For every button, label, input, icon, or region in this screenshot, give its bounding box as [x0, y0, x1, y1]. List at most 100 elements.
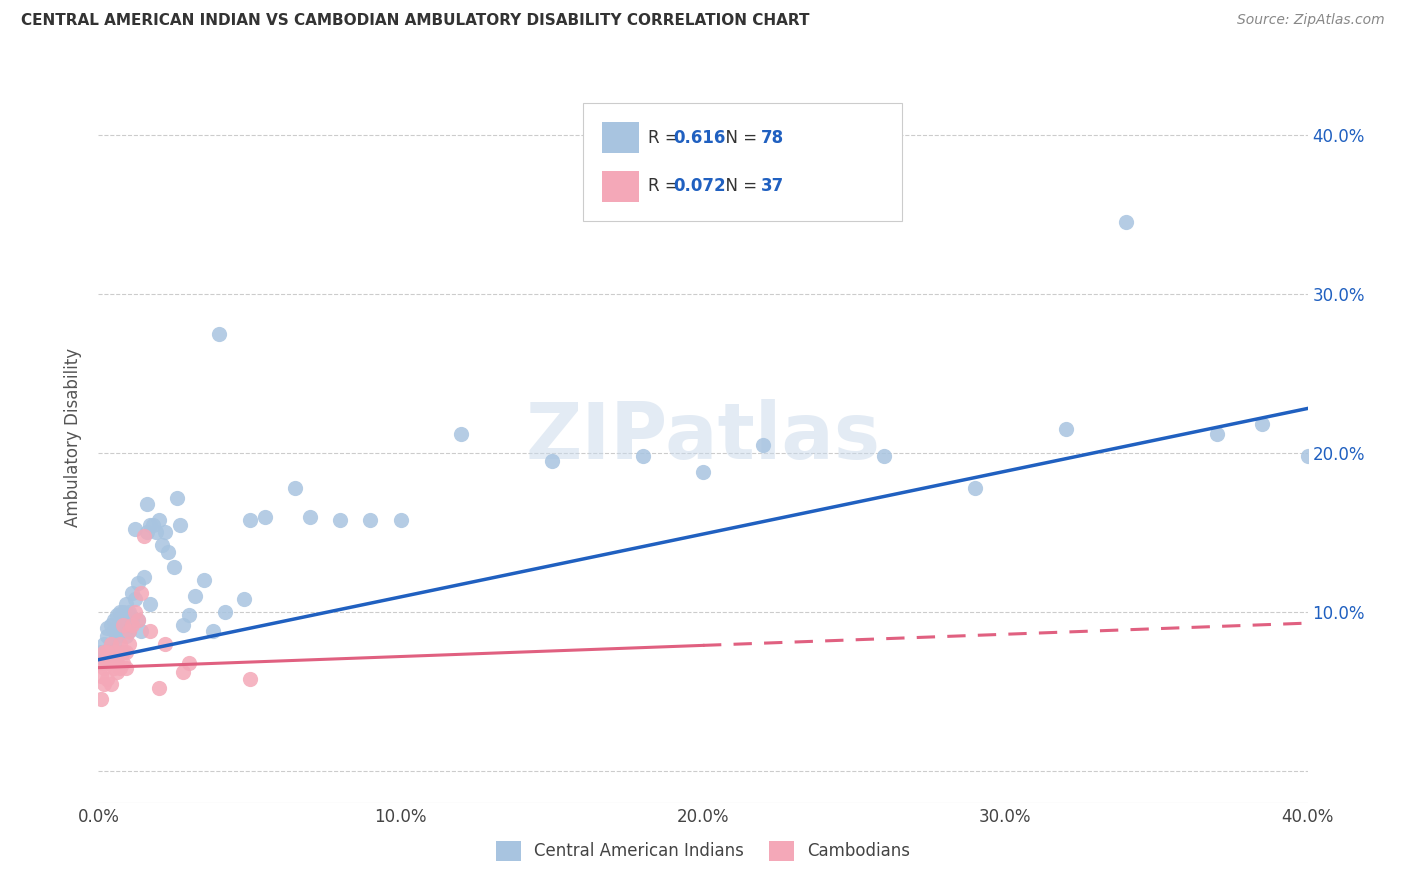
- Point: [142, 517, 165, 532]
- Text: R =: R =: [648, 178, 683, 195]
- Point: [118, 637, 141, 651]
- Point: [873, 449, 896, 463]
- Point: [108, 617, 131, 632]
- Point: [114, 660, 136, 674]
- Point: [1251, 417, 1274, 432]
- Point: [96, 672, 118, 686]
- Point: [103, 645, 125, 659]
- Point: [208, 326, 231, 341]
- Point: [299, 509, 322, 524]
- Point: [105, 608, 128, 623]
- Point: [103, 613, 125, 627]
- Point: [179, 656, 201, 670]
- Text: R =: R =: [648, 128, 683, 147]
- Point: [127, 576, 149, 591]
- Point: [111, 656, 134, 670]
- Text: N =: N =: [714, 128, 762, 147]
- Point: [111, 645, 134, 659]
- Point: [93, 645, 115, 659]
- Point: [96, 629, 118, 643]
- Point: [232, 592, 254, 607]
- Point: [129, 586, 152, 600]
- Point: [118, 608, 141, 623]
- Point: [184, 589, 207, 603]
- Point: [114, 629, 136, 643]
- Text: 78: 78: [761, 128, 783, 147]
- Point: [105, 656, 128, 670]
- Point: [139, 624, 162, 638]
- Point: [752, 438, 775, 452]
- Point: [540, 454, 562, 468]
- Point: [193, 573, 215, 587]
- Point: [129, 624, 152, 638]
- Point: [114, 617, 136, 632]
- Point: [118, 624, 141, 638]
- Point: [631, 449, 654, 463]
- Point: [93, 660, 115, 674]
- Point: [96, 656, 118, 670]
- Point: [284, 481, 307, 495]
- Point: [360, 513, 382, 527]
- Point: [100, 676, 122, 690]
- Point: [108, 605, 131, 619]
- Point: [124, 522, 146, 536]
- Point: [111, 605, 134, 619]
- Point: [1296, 449, 1319, 463]
- Point: [90, 668, 112, 682]
- Point: [124, 605, 146, 619]
- Point: [93, 649, 115, 664]
- Point: [114, 597, 136, 611]
- Point: [127, 613, 149, 627]
- Point: [93, 637, 115, 651]
- Point: [105, 649, 128, 664]
- Point: [100, 637, 122, 651]
- Point: [150, 538, 173, 552]
- Point: [90, 656, 112, 670]
- Point: [90, 645, 112, 659]
- Point: [172, 665, 194, 680]
- Point: [105, 621, 128, 635]
- Point: [103, 660, 125, 674]
- Point: [692, 465, 714, 479]
- Point: [103, 637, 125, 651]
- Point: [96, 621, 118, 635]
- Point: [153, 525, 176, 540]
- Point: [132, 570, 155, 584]
- Point: [96, 645, 118, 659]
- Point: [103, 624, 125, 638]
- Point: [118, 605, 141, 619]
- Point: [90, 692, 112, 706]
- Point: [169, 517, 191, 532]
- Point: [329, 513, 352, 527]
- Point: [121, 613, 143, 627]
- Point: [1054, 422, 1077, 436]
- Point: [179, 608, 201, 623]
- Point: [127, 613, 149, 627]
- Point: [145, 525, 167, 540]
- Point: [100, 617, 122, 632]
- Point: [1115, 215, 1137, 229]
- Point: [114, 645, 136, 659]
- Text: 37: 37: [761, 178, 785, 195]
- Point: [163, 560, 186, 574]
- Point: [239, 672, 262, 686]
- Point: [124, 592, 146, 607]
- Point: [1206, 426, 1229, 441]
- Point: [239, 513, 262, 527]
- Point: [96, 645, 118, 659]
- Point: [139, 597, 162, 611]
- Point: [156, 544, 179, 558]
- Point: [153, 637, 176, 651]
- Point: [105, 665, 128, 680]
- Point: [90, 656, 112, 670]
- Point: [121, 617, 143, 632]
- Point: [108, 624, 131, 638]
- Point: [103, 645, 125, 659]
- Point: [100, 649, 122, 664]
- Point: [253, 509, 276, 524]
- Point: [135, 497, 157, 511]
- Point: [135, 525, 157, 540]
- Point: [202, 624, 225, 638]
- Point: [93, 676, 115, 690]
- Point: [111, 613, 134, 627]
